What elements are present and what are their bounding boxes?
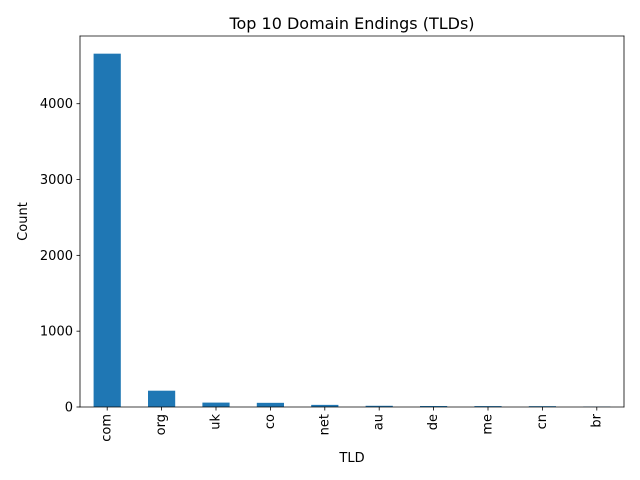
bar-com <box>93 53 121 408</box>
y-tick-label-2000: 2000 <box>40 249 73 264</box>
bar-co <box>256 402 284 407</box>
x-tick-label-au: au <box>372 414 387 430</box>
x-tick-label-net: net <box>317 414 332 435</box>
bar-org <box>148 390 176 407</box>
y-tick-label-1000: 1000 <box>40 325 73 340</box>
bar-net <box>311 404 339 407</box>
bar-me <box>474 406 502 407</box>
x-tick-label-com: com <box>100 414 115 442</box>
y-tick-label-4000: 4000 <box>40 97 73 112</box>
y-tick-label-3000: 3000 <box>40 173 73 188</box>
x-tick-label-me: me <box>481 414 496 435</box>
bar-au <box>365 405 393 407</box>
bar-cn <box>528 406 556 407</box>
x-tick-label-org: org <box>154 414 169 435</box>
plot-area: 0 1000 2000 3000 4000 com org uk co net au de me cn br <box>40 35 625 442</box>
chart-title: Top 10 Domain Endings (TLDs) <box>228 14 474 33</box>
x-tick-label-cn: cn <box>535 414 550 429</box>
y-axis-label: Count <box>16 202 31 241</box>
x-tick-label-uk: uk <box>209 414 224 430</box>
x-tick-label-br: br <box>589 413 604 427</box>
x-axis-label: TLD <box>338 451 364 466</box>
x-tick-label-de: de <box>426 414 441 430</box>
bar-uk <box>202 402 230 407</box>
y-tick-label-0: 0 <box>65 401 73 416</box>
bar-de <box>420 406 448 407</box>
x-tick-label-co: co <box>263 414 278 429</box>
